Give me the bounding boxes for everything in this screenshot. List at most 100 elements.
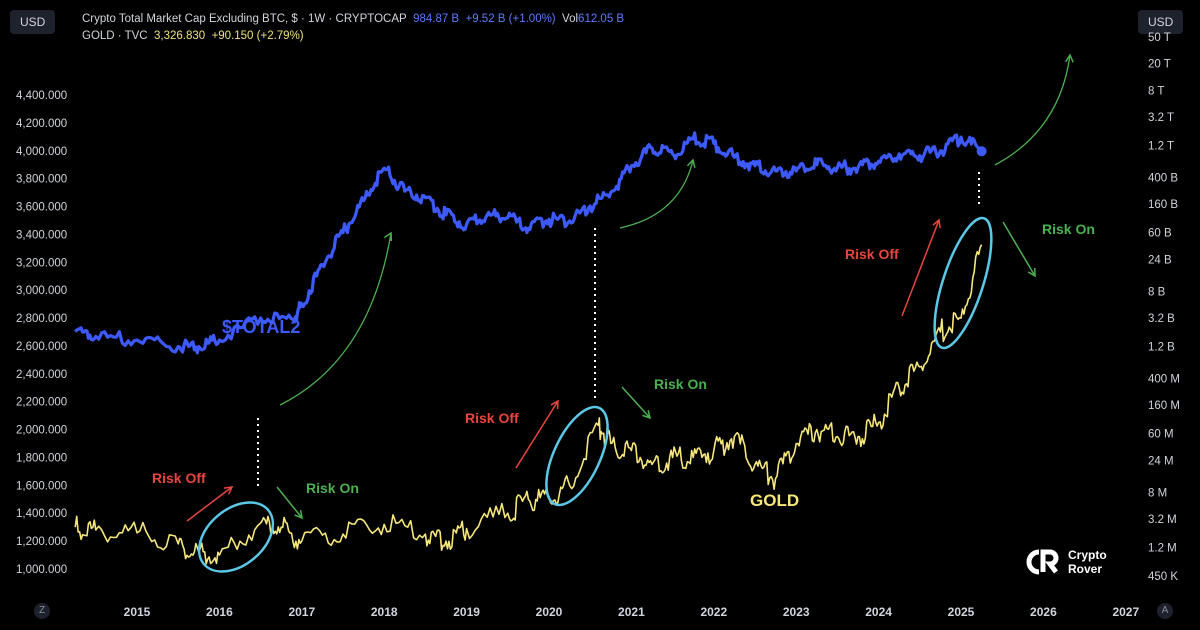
y-right-tick-label: 50 T: [1148, 32, 1171, 44]
arrow-head: [686, 158, 696, 168]
risk-on-label: Risk On: [654, 376, 707, 392]
logo-line-1: Crypto: [1068, 548, 1107, 562]
currency-left-button[interactable]: USD: [10, 10, 56, 34]
y-left-axis: 1,000.000 1,200.000 1,400.000 1,600.000 1,80…: [16, 90, 67, 576]
x-tick-label: 2019: [453, 605, 480, 619]
x-tick-label: 2015: [124, 605, 151, 619]
annotation-layer: $TOTAL2 GOLD Risk Off Risk Off Risk Off Risk …: [152, 53, 1095, 573]
y-left-tick-label: 3,400.000: [16, 229, 67, 241]
y-left-tick-label: 2,800.000: [16, 313, 67, 325]
y-right-tick-label: 3.2 M: [1148, 514, 1177, 526]
y-right-tick-label: 1.2 T: [1148, 141, 1174, 153]
arrow-head: [1027, 267, 1036, 278]
series-line-total2: [74, 131, 983, 355]
y-right-tick-label: 8 T: [1148, 85, 1164, 97]
y-left-tick-label: 1,400.000: [16, 508, 67, 520]
arrow-head: [1064, 53, 1074, 63]
y-right-tick-label: 3.2 B: [1148, 313, 1175, 325]
risk-off-label: Risk Off: [845, 246, 899, 262]
y-right-tick-label: 160 M: [1148, 400, 1180, 412]
y-left-tick-label: 2,200.000: [16, 397, 67, 409]
label-total2: $TOTAL2: [222, 317, 300, 337]
y-right-tick-label: 20 T: [1148, 59, 1171, 71]
y-right-tick-label: 1.2 B: [1148, 341, 1175, 353]
y-left-tick-label: 4,400.000: [16, 90, 67, 102]
auto-scale-right-button[interactable]: A: [1157, 603, 1173, 619]
legend-vol-value: 612.05 B: [578, 13, 625, 25]
arrow-head: [642, 410, 652, 420]
y-left-tick-label: 3,600.000: [16, 202, 67, 214]
highlight-ellipse: [197, 501, 275, 573]
trend-curve-arrow: [279, 232, 392, 406]
y-right-tick-label: 60 B: [1148, 228, 1172, 240]
risk-off-arrow: [515, 400, 559, 469]
y-right-tick-label: 8 M: [1148, 487, 1167, 499]
series-layer: [74, 131, 987, 565]
y-left-tick-label: 3,200.000: [16, 257, 67, 269]
legend-gold[interactable]: GOLD · TVC 3,326.830 +90.150 (+2.79%): [82, 30, 304, 42]
legend-gold-value: 3,326.830: [154, 30, 206, 42]
y-right-axis: 450 K 1.2 M 3.2 M 8 M 24 M 60 M 160 M 400 M 1.2 …: [1148, 32, 1180, 583]
risk-off-label: Risk Off: [152, 470, 206, 486]
highlight-ellipse: [545, 405, 609, 507]
y-left-tick-label: 3,000.000: [16, 285, 67, 297]
y-right-tick-label: 1.2 M: [1148, 542, 1177, 554]
y-right-tick-label: 400 M: [1148, 373, 1180, 385]
x-tick-label: 2018: [371, 605, 398, 619]
y-right-tick-label: 8 B: [1148, 286, 1166, 298]
risk-off-label: Risk Off: [465, 410, 519, 426]
arrow-head: [384, 231, 393, 242]
currency-right-button[interactable]: USD: [1138, 10, 1184, 34]
legend-vol-label: Vol: [562, 13, 579, 25]
x-tick-label: 2017: [288, 605, 315, 619]
label-gold: GOLD: [750, 491, 799, 510]
y-left-tick-label: 2,000.000: [16, 425, 67, 437]
auto-scale-left-button[interactable]: Z: [34, 603, 50, 619]
risk-off-arrow: [901, 219, 940, 317]
risk-on-arrow: [276, 486, 303, 519]
y-left-tick-label: 2,600.000: [16, 341, 67, 353]
x-tick-label: 2025: [948, 605, 975, 619]
legend-total2-value: 984.87 B: [413, 13, 460, 25]
trend-curve-arrow: [994, 54, 1071, 166]
legend-total2-name: Crypto Total Market Cap Excluding BTC, $…: [82, 13, 407, 25]
x-tick-label: 2016: [206, 605, 233, 619]
x-tick-label: 2020: [536, 605, 563, 619]
y-right-tick-label: 24 B: [1148, 254, 1172, 266]
risk-on-arrow: [621, 386, 651, 419]
y-right-tick-label: 400 B: [1148, 172, 1178, 184]
risk-off-arrow: [186, 486, 233, 522]
logo-line-2: Rover: [1068, 562, 1103, 576]
y-left-tick-label: 1,200.000: [16, 536, 67, 548]
legend-gold-name: GOLD · TVC: [82, 30, 148, 42]
crypto-rover-logo-icon: [1026, 549, 1059, 575]
series-last-point-total2: [976, 146, 987, 157]
risk-on-label: Risk On: [306, 480, 359, 496]
y-right-tick-label: 60 M: [1148, 429, 1174, 441]
arrow-head: [294, 509, 303, 520]
risk-on-label: Risk On: [1042, 221, 1095, 237]
y-right-tick-label: 450 K: [1148, 571, 1178, 583]
arrow-head: [932, 218, 941, 229]
series-line-gold: [74, 244, 983, 565]
y-right-tick-label: 3.2 T: [1148, 112, 1174, 124]
y-right-tick-label: 24 M: [1148, 455, 1174, 467]
arrow-head: [223, 486, 234, 495]
x-tick-label: 2024: [865, 605, 892, 619]
x-axis: 2015 2016 2017 2018 2019 2020 2021 2022 2023 2024…: [124, 605, 1140, 619]
x-tick-label: 2021: [618, 605, 645, 619]
x-tick-label: 2022: [700, 605, 727, 619]
y-left-tick-label: 4,200.000: [16, 118, 67, 130]
y-left-tick-label: 2,400.000: [16, 369, 67, 381]
arrow-head: [550, 399, 559, 410]
logo-text: Crypto Rover: [1068, 548, 1107, 576]
legend-total2[interactable]: Crypto Total Market Cap Excluding BTC, $…: [82, 13, 624, 25]
y-left-tick-label: 3,800.000: [16, 174, 67, 186]
y-left-tick-label: 1,800.000: [16, 452, 67, 464]
trend-curve-arrow: [619, 159, 694, 229]
y-right-tick-label: 160 B: [1148, 199, 1178, 211]
y-left-tick-label: 4,000.000: [16, 146, 67, 158]
highlight-ellipse: [933, 216, 993, 350]
y-left-tick-label: 1,000.000: [16, 564, 67, 576]
